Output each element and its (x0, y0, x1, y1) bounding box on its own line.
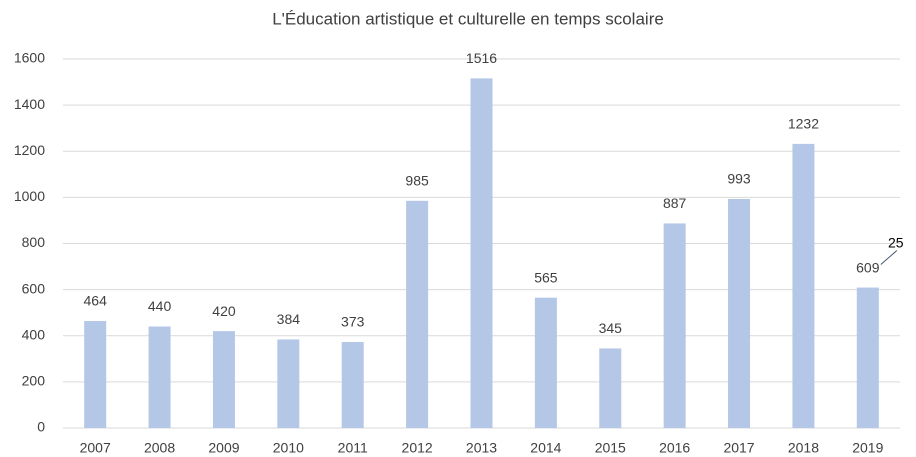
bar (599, 348, 622, 428)
bar (856, 287, 879, 428)
x-tick-label: 2013 (466, 440, 497, 456)
x-tick-label: 2008 (144, 440, 175, 456)
x-tick-label: 2009 (208, 440, 239, 456)
y-tick-label: 1600 (14, 50, 45, 66)
data-label: 345 (599, 320, 623, 336)
bar (212, 331, 235, 428)
x-tick-label: 2011 (338, 440, 368, 456)
data-label: 985 (405, 173, 429, 189)
x-tick-label: 2014 (530, 440, 561, 456)
bar (148, 326, 171, 428)
y-tick-label: 400 (22, 326, 46, 342)
x-tick-label: 2010 (273, 440, 304, 456)
y-tick-label: 0 (37, 419, 45, 435)
data-label: 565 (534, 269, 558, 285)
data-label: 993 (727, 171, 751, 187)
bar (792, 143, 815, 428)
x-tick-label: 2017 (723, 440, 754, 456)
chart-title: L'Éducation artistique et culturelle en … (272, 9, 664, 28)
y-tick-label: 1400 (14, 96, 45, 112)
data-label: 420 (212, 303, 236, 319)
bar (341, 341, 364, 428)
x-tick-label: 2015 (595, 440, 626, 456)
x-tick-label: 2007 (80, 440, 111, 456)
data-label: 887 (663, 195, 687, 211)
y-tick-label: 1000 (14, 188, 45, 204)
bar (534, 297, 557, 428)
bar (277, 339, 300, 428)
data-label: 609 (856, 259, 880, 275)
bar (470, 78, 493, 428)
data-label: 464 (84, 293, 108, 309)
bar (84, 320, 107, 428)
bar (728, 198, 751, 428)
annotation-leader (880, 250, 898, 265)
data-label: 1516 (466, 50, 497, 66)
data-label: 440 (148, 298, 172, 314)
data-label: 373 (341, 314, 365, 330)
x-tick-label: 2016 (659, 440, 690, 456)
x-tick-label: 2019 (852, 440, 883, 456)
data-label: 1232 (788, 116, 819, 132)
y-tick-label: 1200 (14, 142, 45, 158)
y-tick-label: 600 (22, 280, 46, 296)
x-tick-label: 2018 (788, 440, 819, 456)
data-label: 384 (277, 311, 301, 327)
x-tick-label: 2012 (402, 440, 433, 456)
annotation: 25 (888, 234, 904, 250)
bar (406, 200, 429, 428)
y-tick-label: 800 (22, 234, 46, 250)
bar (663, 223, 686, 428)
y-tick-label: 200 (22, 373, 46, 389)
